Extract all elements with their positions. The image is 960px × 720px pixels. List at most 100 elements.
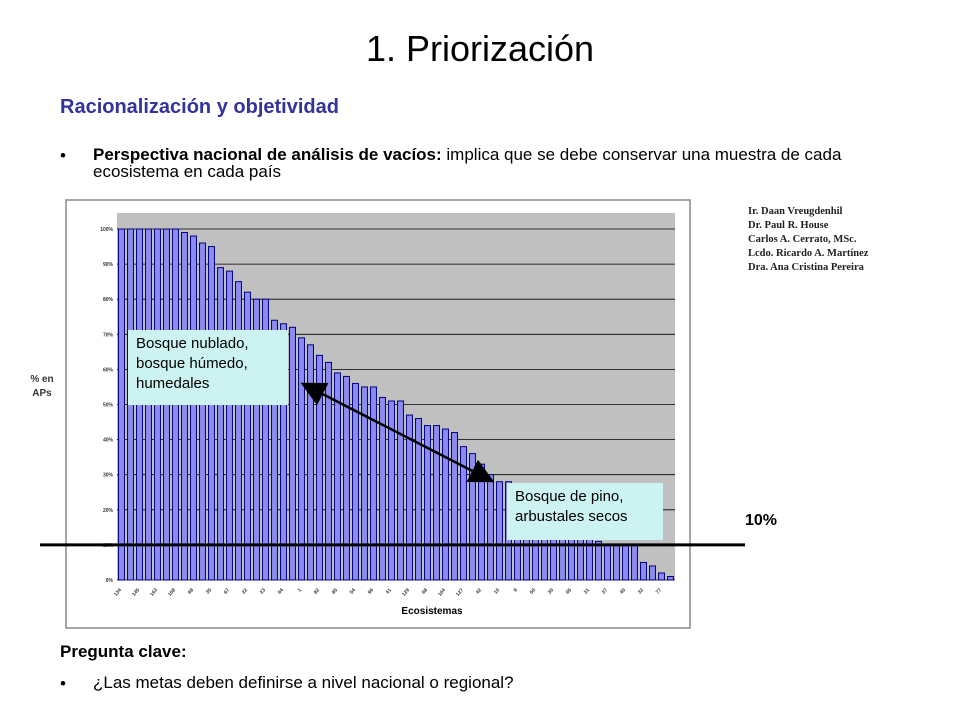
x-tick-label: 85 (331, 587, 339, 595)
bar (199, 242, 206, 581)
x-tick-label: 108 (167, 587, 177, 597)
bar (406, 414, 413, 581)
bar (379, 396, 386, 581)
annotation: Bosque de pino, arbustales secos (507, 483, 663, 540)
bar (397, 400, 404, 581)
x-tick-label: 31 (583, 587, 591, 595)
bar (325, 361, 332, 581)
x-tick-label: 42 (475, 587, 483, 595)
bar (613, 544, 620, 581)
x-tick-label: 127 (455, 587, 465, 597)
bar (496, 481, 503, 581)
bar (451, 432, 458, 581)
bar (334, 372, 341, 581)
x-tick-label: 82 (313, 587, 321, 595)
bar (118, 228, 125, 581)
bullet-text: implica que se debe conservar una muestr… (93, 145, 842, 181)
bar (316, 354, 323, 581)
x-tick-label: 40 (619, 587, 627, 595)
author: Ir. Daan Vreugdenhil (748, 206, 843, 217)
x-tick-label: 134 (113, 587, 123, 597)
x-tick-label: 35 (205, 587, 213, 595)
bar (289, 326, 296, 581)
x-tick-label: 163 (149, 587, 159, 597)
x-tick-label: 129 (401, 587, 411, 597)
x-tick-label: 41 (385, 587, 393, 595)
x-tick-label: 50 (529, 587, 537, 595)
bullet-bold: Perspectiva nacional de análisis de vací… (93, 145, 442, 164)
x-axis-label: Ecosistemas (328, 604, 536, 619)
y-tick-label: 10% (103, 543, 114, 549)
bar (631, 544, 638, 581)
bar (649, 565, 656, 581)
x-tick-label: 65 (565, 587, 573, 595)
bar (181, 232, 188, 581)
x-tick-label: 1 (297, 587, 304, 593)
x-tick-label: 30 (547, 587, 555, 595)
x-tick-label: 68 (421, 587, 429, 595)
bar (658, 572, 665, 581)
bar (352, 382, 359, 581)
bar (208, 246, 215, 581)
bar (487, 474, 494, 581)
y-tick-label: 30% (103, 473, 114, 479)
question-text: ¿Las metas deben definirse a nivel nacio… (93, 673, 514, 692)
bar (280, 323, 287, 581)
annotation: Bosque nublado, bosque húmedo, humedales (128, 330, 288, 405)
bar (190, 235, 197, 581)
y-tick-label: 0% (106, 578, 114, 584)
bar (433, 425, 440, 581)
authors: Ir. Daan Vreugdenhil Dr. Paul R. House C… (748, 205, 908, 275)
y-axis-label: % en APs (30, 374, 54, 399)
bar (370, 386, 377, 581)
bar (424, 425, 431, 581)
bullet: • Perspectiva nacional de análisis de va… (60, 145, 842, 181)
question-heading: Pregunta clave: (60, 642, 187, 661)
author: Dr. Paul R. House (748, 220, 829, 231)
bar (622, 544, 629, 581)
subtitle: Racionalización y objetividad (60, 96, 339, 118)
y-tick-label: 60% (103, 367, 114, 373)
bar (460, 446, 467, 581)
y-tick-label: 90% (103, 262, 114, 268)
x-tick-label: 77 (655, 587, 663, 595)
x-tick-label: 10 (493, 587, 501, 595)
author: Dra. Ana Cristina Pereira (748, 262, 864, 273)
author: Lcdo. Ricardo A. Martínez (748, 248, 869, 259)
x-tick-label: 64 (277, 587, 285, 595)
x-tick-label: 23 (259, 587, 267, 595)
x-tick-label: 22 (241, 587, 249, 595)
x-tick-label: 9 (513, 587, 520, 593)
author: Carlos A. Cerrato, MSc. (748, 234, 857, 245)
bar (469, 453, 476, 581)
x-tick-label: 104 (437, 587, 447, 597)
x-tick-label: 96 (367, 587, 375, 595)
bullet: • ¿Las metas deben definirse a nivel nac… (60, 673, 893, 693)
bar (640, 561, 647, 581)
bar (667, 575, 674, 581)
bar (442, 428, 449, 581)
bar (244, 291, 251, 581)
bar (415, 418, 422, 581)
bar (343, 375, 350, 581)
x-tick-label: 54 (349, 587, 357, 595)
x-tick-label: 32 (637, 587, 645, 595)
bar (262, 298, 269, 581)
y-tick-label: 70% (103, 332, 114, 338)
x-tick-label: 67 (223, 587, 231, 595)
title: 1. Priorización (365, 28, 595, 69)
bar (226, 270, 233, 581)
bar (235, 281, 242, 581)
bar (253, 298, 260, 581)
y-tick-label: 50% (103, 403, 114, 409)
y-tick-label: 40% (103, 438, 114, 444)
bar (478, 463, 485, 581)
y-tick-label: 80% (103, 297, 114, 303)
y-tick-label: 100% (100, 227, 113, 233)
bar (307, 344, 314, 581)
bar (595, 540, 602, 581)
x-tick-label: 145 (131, 587, 141, 597)
bar (361, 386, 368, 581)
bar (388, 400, 395, 581)
